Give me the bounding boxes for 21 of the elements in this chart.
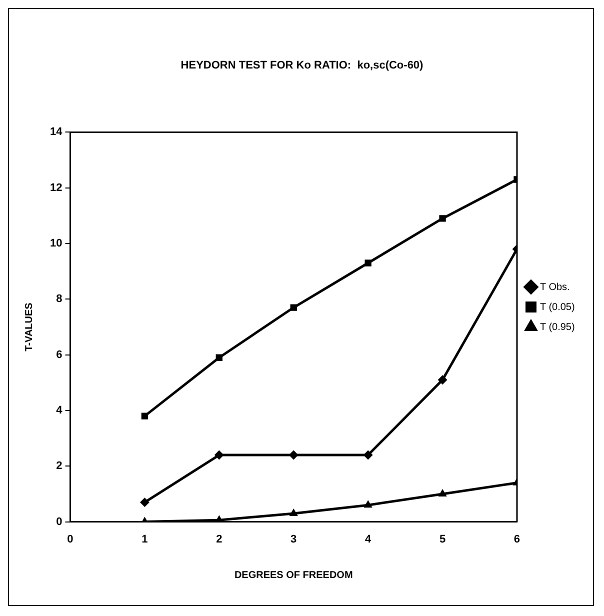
x-tick-label: 6 [514, 533, 520, 546]
y-tick-label: 12 [50, 182, 62, 194]
y-tick-label: 0 [56, 516, 62, 528]
y-tick-label: 10 [50, 238, 62, 250]
x-tick-label: 5 [439, 533, 446, 546]
x-tick-label: 1 [142, 533, 148, 546]
legend-label: T Obs. [540, 282, 570, 293]
x-tick-label: 0 [67, 533, 74, 546]
legend-label: T (0.95) [540, 322, 575, 333]
y-tick-label: 2 [56, 460, 62, 472]
x-tick-label: 4 [365, 533, 372, 546]
y-tick-label: 8 [56, 293, 62, 306]
x-tick-label: 2 [216, 533, 222, 546]
y-tick-label: 6 [56, 348, 62, 361]
legend-label: T (0.05) [540, 302, 575, 313]
x-tick-label: 3 [290, 533, 297, 546]
y-tick-label: 14 [50, 126, 64, 138]
y-axis-title: T-VALUES [24, 302, 35, 352]
chart-title: HEYDORN TEST FOR Ko RATIO: ko,sc(Co-60) [180, 60, 424, 72]
y-tick-label: 4 [56, 404, 64, 417]
x-axis-title: DEGREES OF FREEDOM [234, 570, 353, 581]
